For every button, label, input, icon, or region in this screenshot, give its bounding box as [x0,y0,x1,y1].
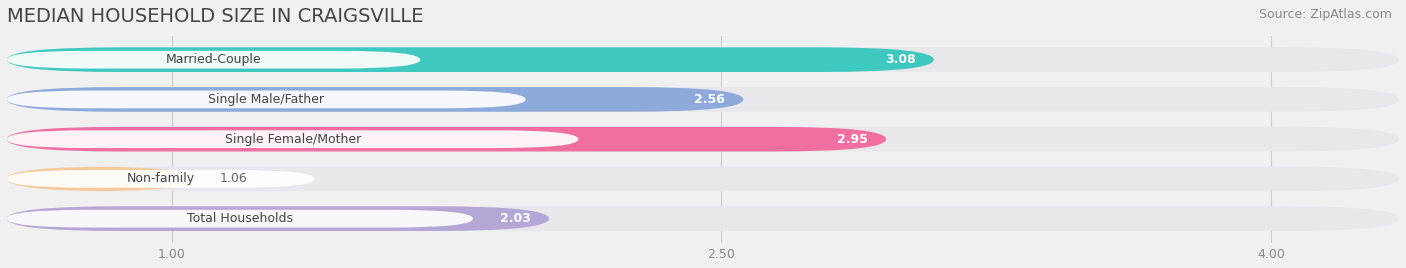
FancyBboxPatch shape [7,91,526,108]
FancyBboxPatch shape [7,130,578,148]
Text: Married-Couple: Married-Couple [166,53,262,66]
Text: Source: ZipAtlas.com: Source: ZipAtlas.com [1258,8,1392,21]
FancyBboxPatch shape [7,127,886,151]
FancyBboxPatch shape [7,127,1399,151]
FancyBboxPatch shape [7,210,472,228]
FancyBboxPatch shape [7,167,194,191]
Text: Single Female/Mother: Single Female/Mother [225,133,361,146]
FancyBboxPatch shape [7,51,420,69]
Text: 2.03: 2.03 [501,212,531,225]
FancyBboxPatch shape [7,206,1399,231]
Text: MEDIAN HOUSEHOLD SIZE IN CRAIGSVILLE: MEDIAN HOUSEHOLD SIZE IN CRAIGSVILLE [7,7,423,26]
Text: Single Male/Father: Single Male/Father [208,93,325,106]
Text: 2.95: 2.95 [837,133,868,146]
FancyBboxPatch shape [7,47,1399,72]
FancyBboxPatch shape [7,206,550,231]
Text: 3.08: 3.08 [884,53,915,66]
Text: 1.06: 1.06 [219,172,247,185]
FancyBboxPatch shape [7,87,744,112]
FancyBboxPatch shape [7,47,934,72]
FancyBboxPatch shape [7,87,1399,112]
FancyBboxPatch shape [7,170,315,188]
Text: Non-family: Non-family [127,172,195,185]
Text: Total Households: Total Households [187,212,292,225]
Text: 2.56: 2.56 [695,93,725,106]
FancyBboxPatch shape [7,167,1399,191]
